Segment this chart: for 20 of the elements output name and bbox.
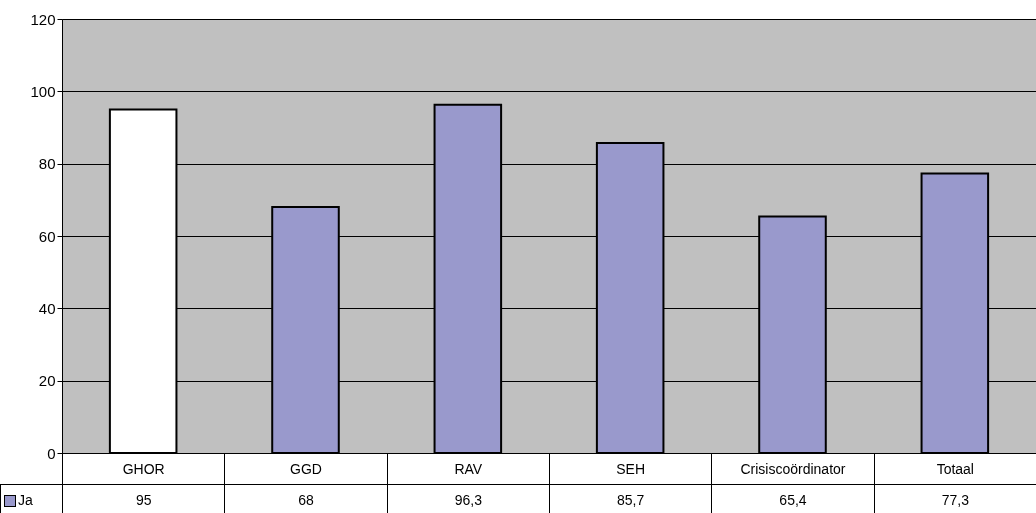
x-tick-label: Crisiscoördinator xyxy=(711,453,875,485)
data-label: 68 xyxy=(224,484,388,513)
legend-label: Ja xyxy=(0,484,63,513)
data-label: 65,4 xyxy=(711,484,875,513)
y-tick-label: 40 xyxy=(38,299,56,317)
data-label: 85,7 xyxy=(549,484,712,513)
y-tick-label: 120 xyxy=(30,10,56,28)
data-label: 96,3 xyxy=(387,484,550,513)
y-tick-label: 60 xyxy=(38,227,56,245)
x-tick-label: RAV xyxy=(387,453,550,485)
y-tick-label: 80 xyxy=(38,155,56,173)
y-tick-label: 100 xyxy=(30,82,56,100)
data-label: 95 xyxy=(62,484,225,513)
y-tick-label: 0 xyxy=(47,444,56,462)
x-tick-label: Totaal xyxy=(874,453,1036,485)
x-tick-label: GHOR xyxy=(62,453,225,485)
data-label: 77,3 xyxy=(874,484,1036,513)
x-tick-label: SEH xyxy=(549,453,712,485)
x-tick-label: GGD xyxy=(224,453,388,485)
y-tick-label: 20 xyxy=(38,372,56,390)
